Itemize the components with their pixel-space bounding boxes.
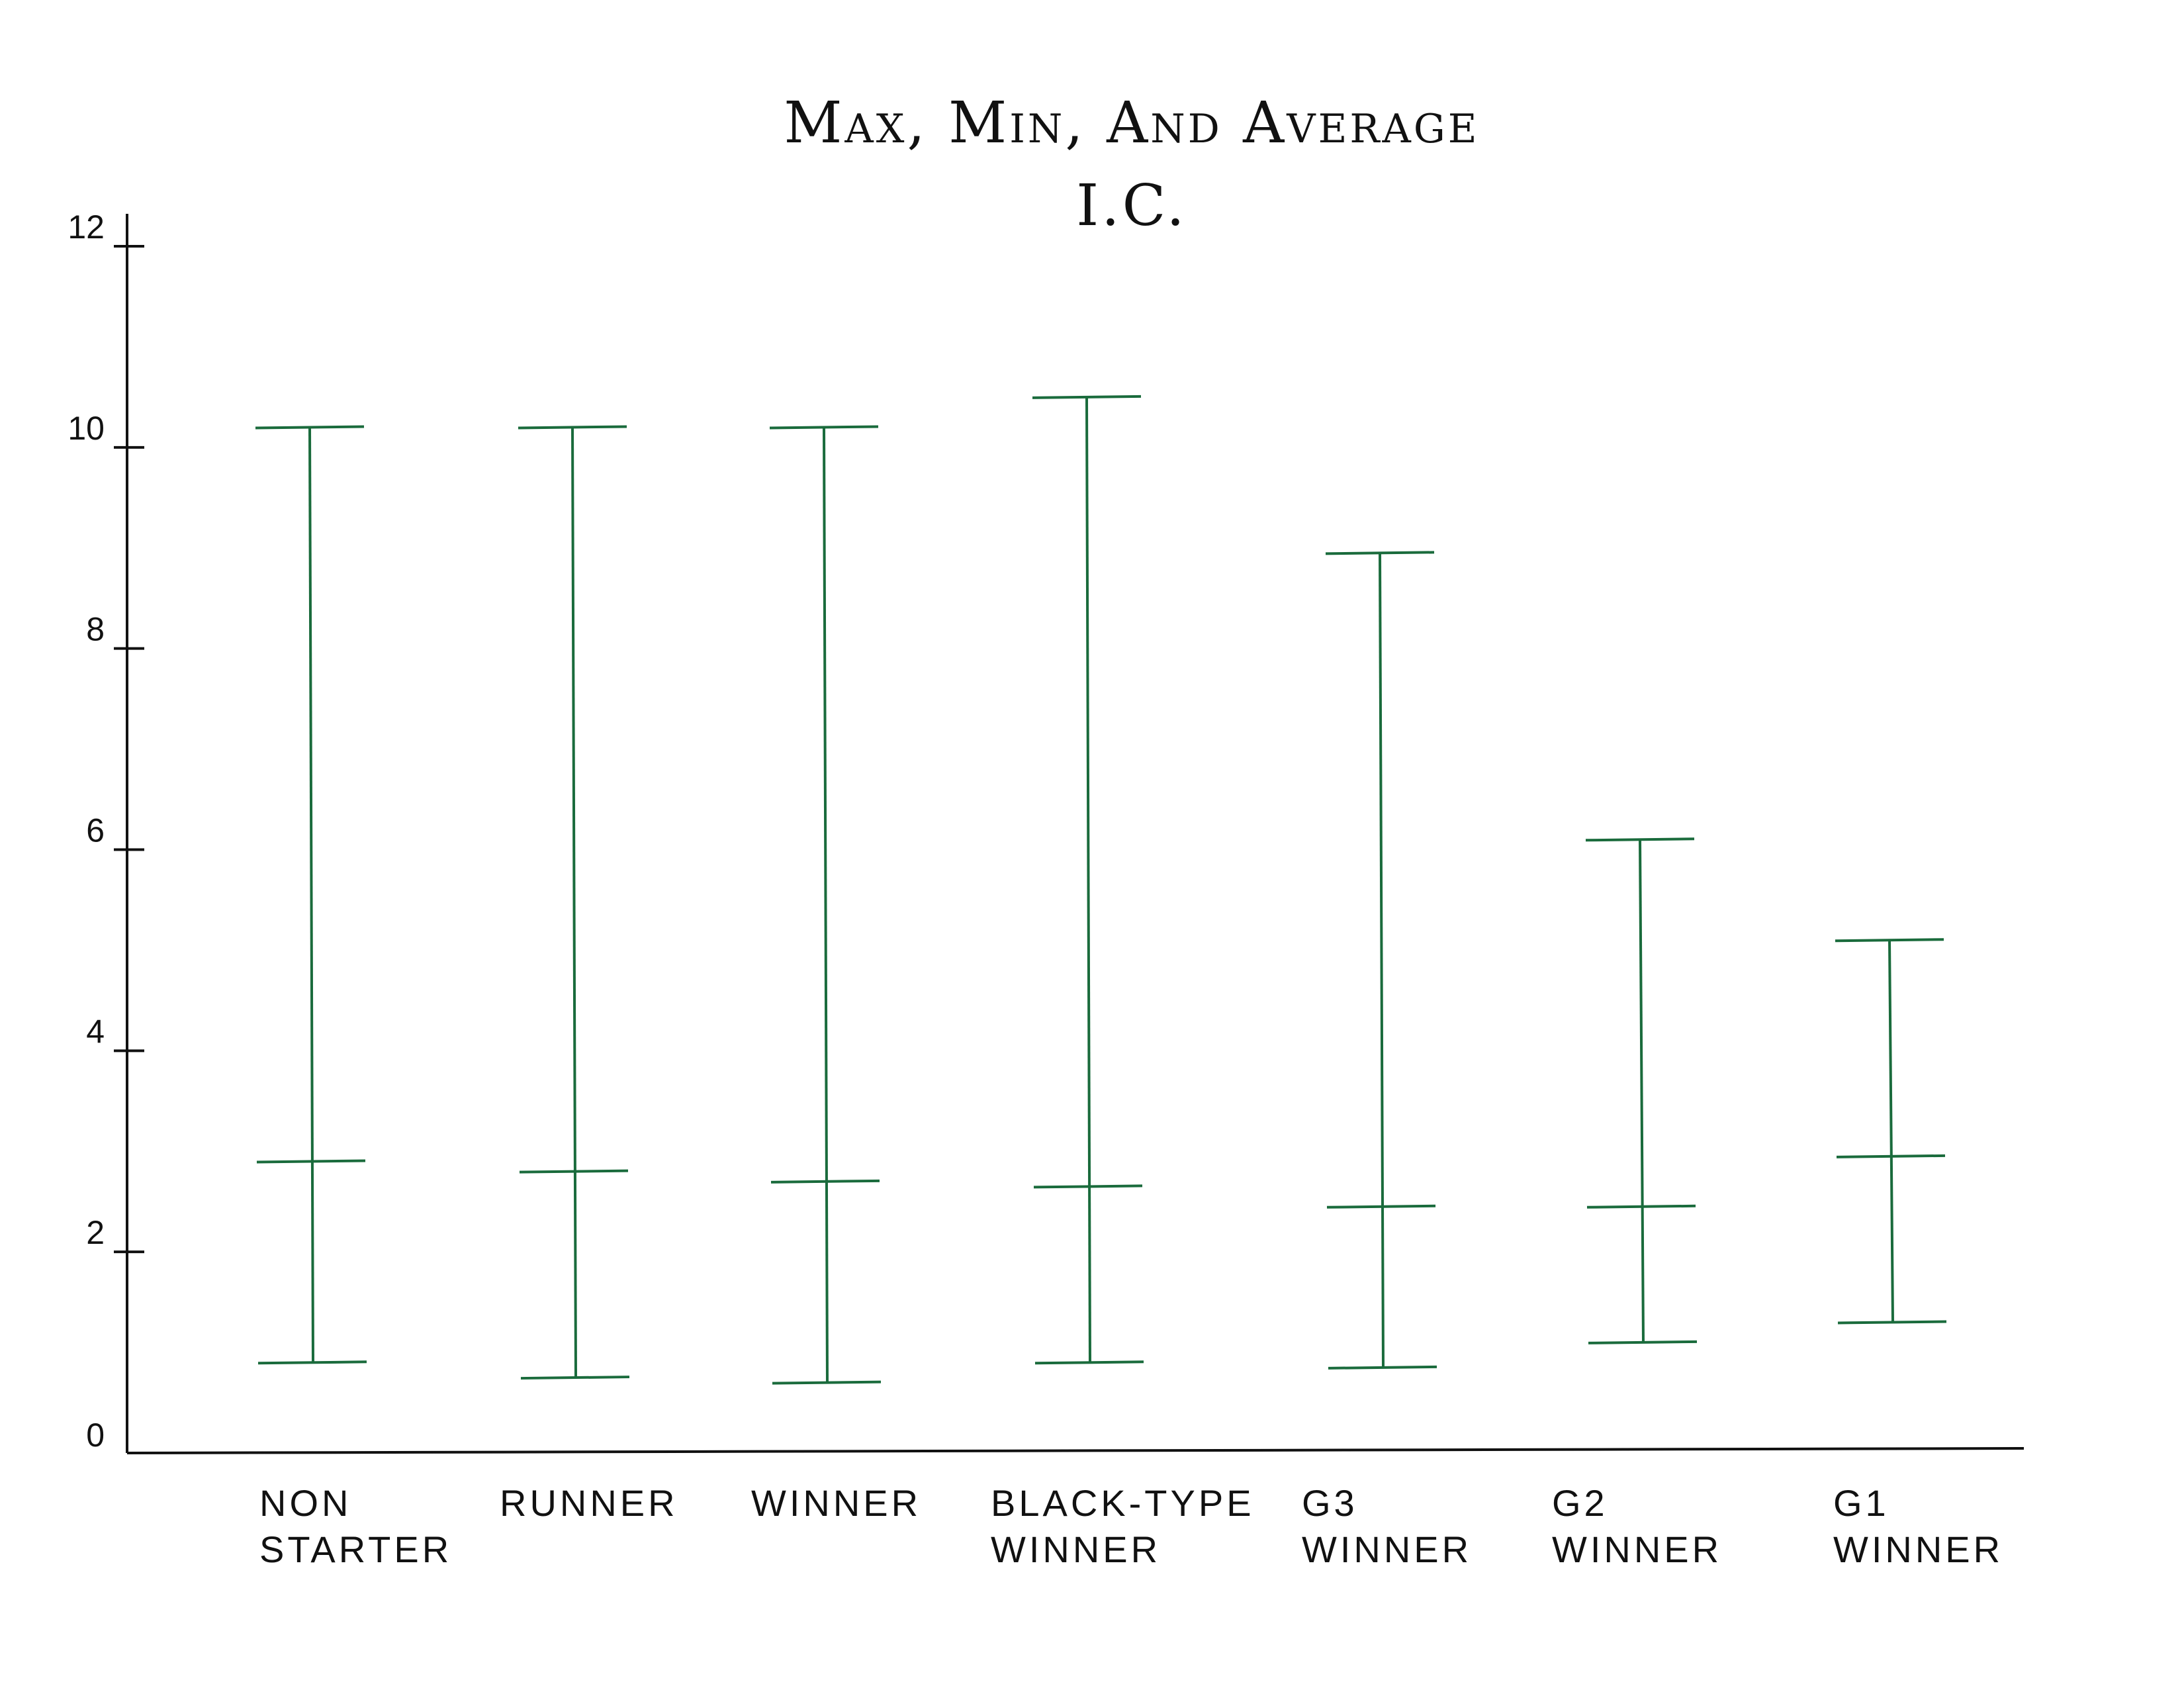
range-bar-stem <box>823 427 829 1383</box>
x-category-label-line: WINNER <box>751 1482 921 1524</box>
chart-title: Max, Min, And Average I.C. <box>784 90 1479 239</box>
average-mark <box>770 1179 880 1184</box>
x-category-label-line: WINNER <box>991 1528 1161 1570</box>
max-cap <box>518 425 627 430</box>
y-tick-label: 0 <box>86 1417 105 1454</box>
max-cap <box>255 425 365 430</box>
max-cap <box>1585 837 1695 842</box>
range-bar-stem <box>571 427 577 1378</box>
range-bar-stem <box>308 427 314 1363</box>
average-mark <box>1836 1154 1946 1158</box>
range-bar-stem <box>1085 397 1091 1363</box>
y-tick-label: 6 <box>86 812 105 849</box>
max-cap <box>1835 938 1944 943</box>
x-category-label-line: NON <box>259 1482 351 1524</box>
x-category-label-line: WINNER <box>1302 1528 1472 1570</box>
x-category-label-line: WINNER <box>1552 1528 1722 1570</box>
average-mark <box>519 1169 629 1174</box>
x-category-label: RUNNER <box>500 1482 678 1524</box>
x-category-label: BLACK-TYPE WINNER <box>991 1482 1255 1570</box>
range-bar <box>1032 395 1144 1365</box>
range-bar <box>518 425 630 1380</box>
range-bar <box>1835 938 1947 1325</box>
x-category-label: NON STARTER <box>259 1482 452 1570</box>
y-tick-label: 2 <box>86 1214 105 1251</box>
x-axis-line <box>126 1447 2025 1454</box>
average-mark <box>256 1159 366 1164</box>
x-category-label-line: RUNNER <box>500 1482 678 1524</box>
average-mark <box>1033 1184 1143 1189</box>
x-category-label: G2 WINNER <box>1552 1482 1722 1570</box>
y-tick-label: 4 <box>86 1013 105 1050</box>
range-bar <box>769 425 882 1385</box>
x-category-label-line: G2 <box>1552 1482 1608 1524</box>
min-cap <box>257 1360 367 1365</box>
min-cap <box>1034 1360 1144 1365</box>
range-bar-stem <box>1639 839 1645 1342</box>
average-mark <box>1586 1204 1696 1209</box>
range-bar <box>1585 837 1698 1344</box>
min-cap <box>1837 1320 1947 1325</box>
y-axis: 0 2 4 6 8 10 12 <box>68 209 144 1454</box>
y-tick-label: 12 <box>68 209 105 246</box>
chart-title-line-1: Max, Min, And Average <box>784 90 1479 156</box>
x-axis <box>126 1447 2025 1454</box>
max-cap <box>1032 395 1142 399</box>
plot-area <box>255 395 1947 1385</box>
average-mark <box>1326 1204 1436 1209</box>
y-tick-label: 10 <box>68 410 105 447</box>
max-cap <box>769 425 879 430</box>
range-bar-stem <box>1888 940 1894 1323</box>
x-category-label: G3 WINNER <box>1302 1482 1472 1570</box>
x-category-label-line: STARTER <box>259 1528 452 1570</box>
min-cap <box>772 1380 882 1385</box>
x-category-label-line: BLACK-TYPE <box>991 1482 1255 1524</box>
x-category-label-line: G1 <box>1833 1482 1889 1524</box>
range-bar <box>255 425 367 1365</box>
x-category-label: G1 WINNER <box>1833 1482 2003 1570</box>
min-cap <box>520 1376 630 1380</box>
min-cap <box>1328 1365 1437 1370</box>
x-category-label-line: G3 <box>1302 1482 1358 1524</box>
y-tick-label: 8 <box>86 611 105 648</box>
chart-title-line-2: I.C. <box>1076 173 1187 239</box>
max-cap <box>1325 551 1435 555</box>
x-category-label: WINNER <box>751 1482 921 1524</box>
range-bar <box>1325 551 1437 1370</box>
min-cap <box>1588 1340 1698 1344</box>
x-category-label-line: WINNER <box>1833 1528 2003 1570</box>
range-bar-stem <box>1379 553 1385 1368</box>
